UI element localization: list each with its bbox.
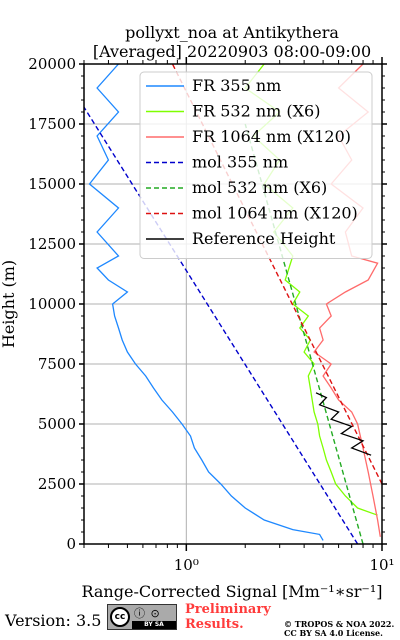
y-tick-label: 12500 bbox=[28, 235, 76, 253]
y-tick-label: 20000 bbox=[28, 55, 76, 73]
chart-title-line1: pollyxt_noa at Antikythera bbox=[125, 23, 339, 42]
series-reference-height bbox=[315, 392, 372, 456]
cc-license-badge[interactable]: cc ⓘ ⊙ BY SA bbox=[107, 604, 177, 630]
legend-label: FR 532 nm (X6) bbox=[192, 102, 320, 121]
x-axis-label: Range-Corrected Signal [Mm⁻¹∗sr⁻¹] bbox=[81, 582, 382, 601]
y-axis-label: Height (m) bbox=[0, 260, 18, 348]
copyright-line2: CC BY SA 4.0 License. bbox=[284, 628, 383, 638]
copyright-line1: © TROPOS & NOA 2022. bbox=[284, 619, 395, 629]
y-tick-label: 7500 bbox=[38, 355, 76, 373]
legend-label: mol 355 nm bbox=[192, 153, 288, 172]
axis-ticks: 0 2500 5000 7500 10000 12500 15000 17500 20000 10… bbox=[28, 55, 394, 574]
legend: FR 355 nm FR 532 nm (X6) FR 1064 nm (X120)… bbox=[139, 71, 373, 259]
y-tick-label: 10000 bbox=[28, 295, 76, 313]
series-mol-355-nm bbox=[84, 106, 359, 544]
y-tick-label: 0 bbox=[66, 535, 76, 553]
cc-strip-label: BY SA bbox=[132, 621, 176, 629]
preliminary-notice: Preliminary Results. bbox=[185, 602, 271, 632]
version-label: Version: 3.5 bbox=[5, 611, 102, 630]
y-tick-label: 15000 bbox=[28, 175, 76, 193]
chart-title-line2: [Averaged] 20220903 08:00-09:00 bbox=[93, 42, 371, 61]
legend-box bbox=[139, 71, 373, 259]
y-tick-label: 17500 bbox=[28, 115, 76, 133]
legend-label: mol 532 nm (X6) bbox=[192, 178, 327, 197]
by-sa-icon: ⓘ ⊙ bbox=[134, 607, 161, 620]
preliminary-line1: Preliminary bbox=[185, 602, 271, 617]
copyright-notice: © TROPOS & NOA 2022. CC BY SA 4.0 Licens… bbox=[284, 620, 394, 638]
y-tick-label: 5000 bbox=[38, 415, 76, 433]
series-fr-355-nm bbox=[88, 64, 324, 541]
legend-label: FR 1064 nm (X120) bbox=[192, 127, 351, 146]
legend-label: FR 355 nm bbox=[192, 76, 281, 95]
cc-icon: cc bbox=[110, 607, 130, 627]
legend-label: Reference Height bbox=[192, 229, 336, 248]
x-tick-label: 10⁰ bbox=[174, 556, 199, 574]
x-tick-label: 10¹ bbox=[369, 556, 394, 574]
preliminary-line2: Results. bbox=[185, 617, 244, 632]
series-mol-1064-nm-x120 bbox=[171, 64, 382, 485]
y-tick-label: 2500 bbox=[38, 475, 76, 493]
legend-label: mol 1064 nm (X120) bbox=[192, 204, 358, 223]
